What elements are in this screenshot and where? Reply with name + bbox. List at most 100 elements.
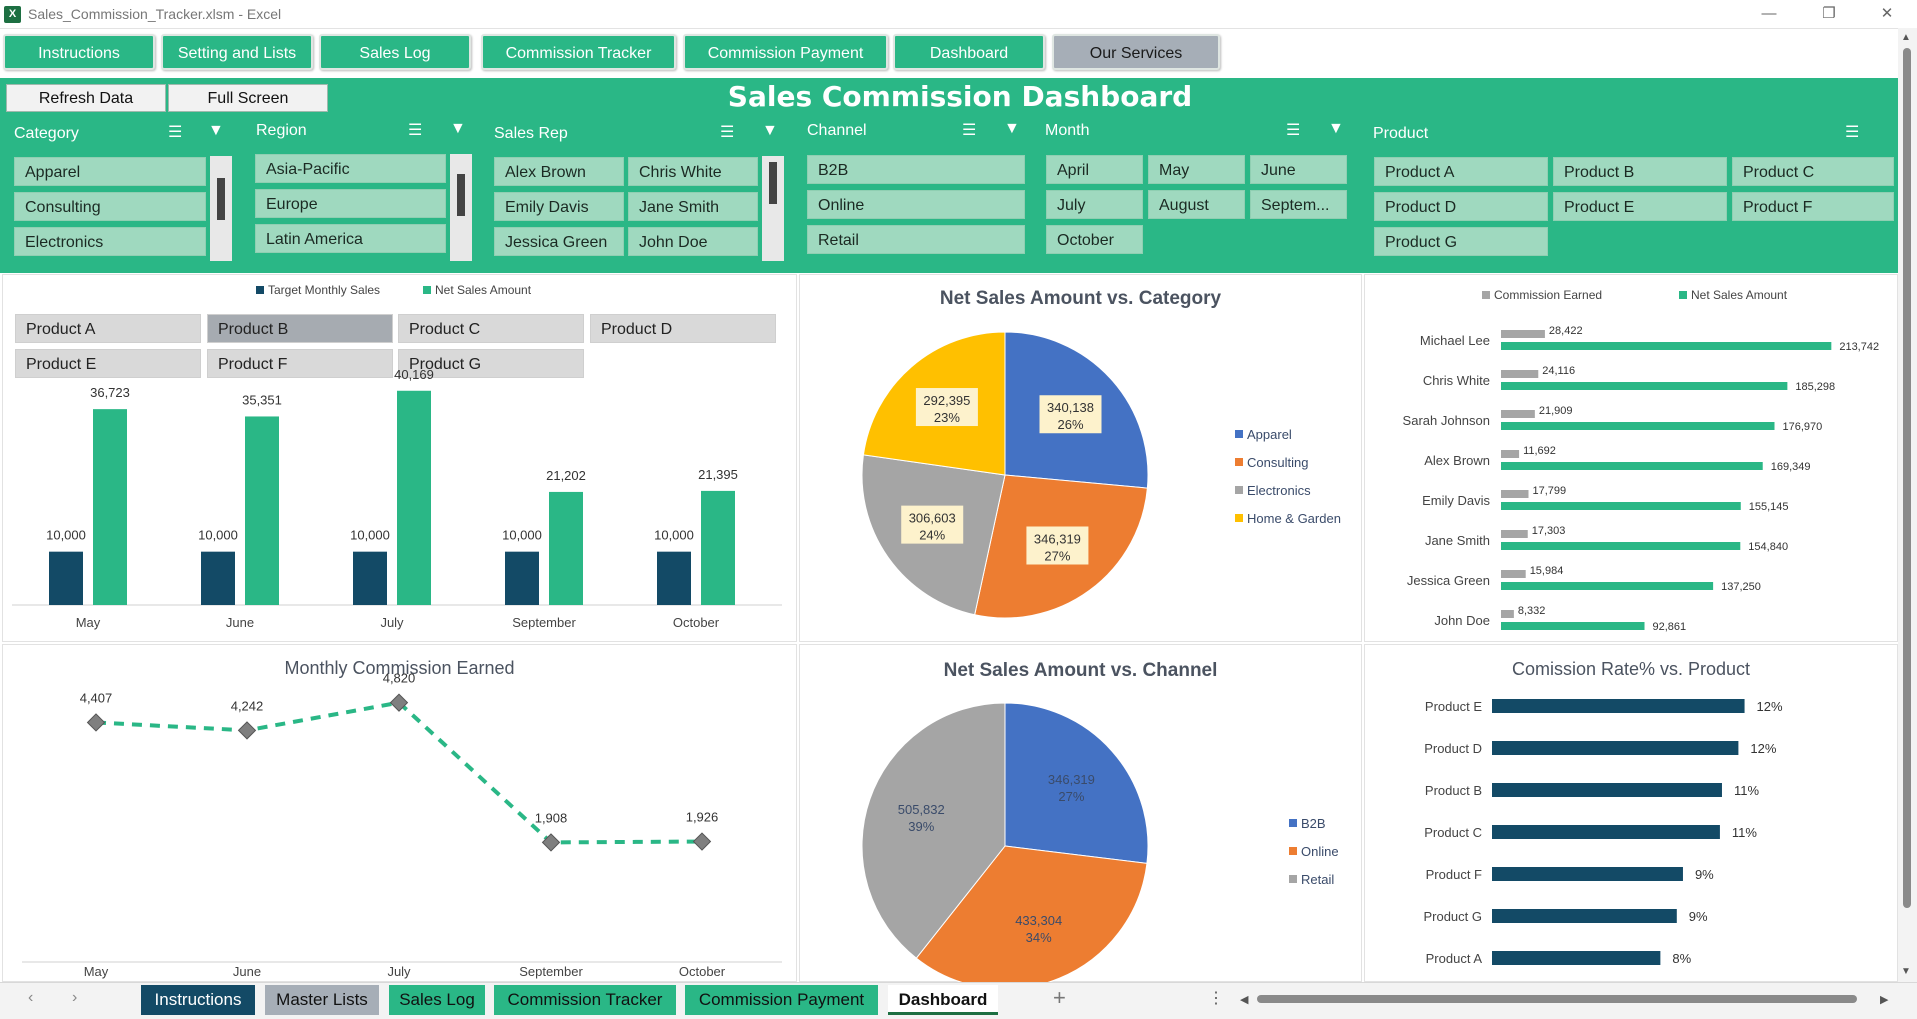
scroll-left-icon[interactable]: ◀: [1240, 994, 1249, 1006]
channel-slicer-item[interactable]: Online: [807, 190, 1025, 219]
product-slicer-item[interactable]: Product F: [1732, 192, 1894, 221]
sales-rep-slicer-item[interactable]: Jessica Green: [494, 227, 624, 256]
category-slicer-scrollbar[interactable]: [210, 156, 232, 261]
product-filter-button[interactable]: Product G: [398, 349, 584, 378]
more-options-icon[interactable]: ⋮: [1208, 990, 1224, 1007]
legend-label: Retail: [1301, 872, 1334, 887]
sales-rep-slicer-item[interactable]: Jane Smith: [628, 192, 758, 221]
sheet-tab-commission-tracker[interactable]: Commission Tracker: [494, 985, 676, 1015]
rate-label: 8%: [1672, 951, 1691, 966]
nav-instructions-button[interactable]: Instructions: [3, 34, 155, 70]
multi-select-icon[interactable]: ☰: [720, 124, 735, 141]
product-slicer-item[interactable]: Product B: [1553, 157, 1727, 186]
nav-dashboard-button[interactable]: Dashboard: [893, 34, 1045, 70]
target-bar: [353, 551, 387, 605]
prev-sheet-icon[interactable]: ‹: [28, 989, 34, 1006]
multi-select-icon[interactable]: ☰: [962, 122, 977, 139]
sheet-tab-instructions[interactable]: Instructions: [141, 985, 255, 1015]
vertical-scroll-thumb[interactable]: [1903, 48, 1911, 908]
nav-commission-tracker-button[interactable]: Commission Tracker: [481, 34, 676, 70]
month-slicer-item[interactable]: August: [1148, 190, 1245, 219]
sales-rep-slicer-scrollbar[interactable]: [762, 156, 784, 261]
horizontal-scroll-thumb[interactable]: [1257, 995, 1857, 1003]
product-slicer-item[interactable]: Product C: [1732, 157, 1894, 186]
add-sheet-icon[interactable]: +: [1053, 985, 1066, 1010]
sales-label: 21,202: [546, 468, 586, 483]
multi-select-icon[interactable]: ☰: [408, 122, 423, 139]
refresh-data-button[interactable]: Refresh Data: [6, 84, 166, 112]
sales-rep-slicer-item[interactable]: John Doe: [628, 227, 758, 256]
full-screen-button[interactable]: Full Screen: [168, 84, 328, 112]
region-slicer-item[interactable]: Asia-Pacific: [255, 154, 446, 183]
channel-slicer-item[interactable]: B2B: [807, 155, 1025, 184]
sales-rep-slicer-item[interactable]: Emily Davis: [494, 192, 624, 221]
scroll-right-icon[interactable]: ▶: [1880, 994, 1889, 1006]
product-filter-button[interactable]: Product E: [15, 349, 201, 378]
clear-filter-icon[interactable]: ▼: [1004, 120, 1020, 137]
month-slicer-item[interactable]: Septem...: [1250, 190, 1347, 219]
sheet-tab-dashboard[interactable]: Dashboard: [888, 985, 998, 1015]
x-tick-label: September: [519, 964, 583, 979]
clear-filter-icon[interactable]: ▼: [762, 122, 778, 139]
channel-slicer-item[interactable]: Retail: [807, 225, 1025, 254]
pie-label-box: [1026, 526, 1089, 565]
product-filter-button-selected[interactable]: Product B: [207, 314, 393, 343]
sales-bar: [1501, 342, 1832, 350]
month-slicer-item[interactable]: June: [1250, 155, 1347, 184]
sales-rep-slicer-item[interactable]: Chris White: [628, 157, 758, 186]
product-slicer-item[interactable]: Product A: [1374, 157, 1548, 186]
region-slicer-item[interactable]: Latin America: [255, 224, 446, 253]
region-slicer-scrollbar[interactable]: [450, 154, 472, 261]
rate-bar: [1492, 867, 1683, 881]
vertical-scrollbar[interactable]: ▲ ▼: [1898, 28, 1917, 982]
category-slicer-item[interactable]: Apparel: [14, 157, 206, 186]
legend-swatch: [256, 286, 264, 294]
legend-label: Commission Earned: [1494, 288, 1602, 302]
next-sheet-icon[interactable]: ›: [72, 989, 78, 1006]
sales-bar: [93, 409, 127, 605]
legend-swatch: [1289, 847, 1297, 855]
target-label: 10,000: [350, 528, 390, 543]
sheet-tab-master-lists[interactable]: Master Lists: [265, 985, 379, 1015]
close-icon[interactable]: ✕: [1880, 5, 1894, 22]
rate-bar: [1492, 699, 1745, 713]
clear-filter-icon[interactable]: ▼: [1328, 120, 1344, 137]
multi-select-icon[interactable]: ☰: [168, 124, 183, 141]
sheet-tab-sales-log[interactable]: Sales Log: [389, 985, 485, 1015]
product-filter-button[interactable]: Product A: [15, 314, 201, 343]
nav-commission-payment-button[interactable]: Commission Payment: [683, 34, 888, 70]
multi-select-icon[interactable]: ☰: [1845, 124, 1860, 141]
product-filter-button[interactable]: Product D: [590, 314, 776, 343]
y-tick-label: Product D: [1424, 741, 1482, 756]
y-tick-label: Sarah Johnson: [1403, 413, 1490, 428]
clear-filter-icon[interactable]: ▼: [450, 120, 466, 137]
sheet-tab-commission-payment[interactable]: Commission Payment: [685, 985, 878, 1015]
scroll-down-icon[interactable]: ▼: [1901, 966, 1911, 977]
clear-filter-icon[interactable]: ▼: [208, 122, 224, 139]
category-slicer-item[interactable]: Consulting: [14, 192, 206, 221]
y-tick-label: Product G: [1423, 909, 1482, 924]
rate-bar: [1492, 909, 1677, 923]
product-slicer-item[interactable]: Product G: [1374, 227, 1548, 256]
month-slicer-item[interactable]: April: [1046, 155, 1143, 184]
product-filter-button[interactable]: Product C: [398, 314, 584, 343]
sales-rep-slicer-item[interactable]: Alex Brown: [494, 157, 624, 186]
product-slicer-item[interactable]: Product E: [1553, 192, 1727, 221]
scroll-up-icon[interactable]: ▲: [1901, 32, 1911, 43]
product-filter-button[interactable]: Product F: [207, 349, 393, 378]
commission-bar: [1501, 370, 1539, 378]
month-slicer-item[interactable]: July: [1046, 190, 1143, 219]
category-chart-title: Net Sales Amount vs. Category: [939, 288, 1222, 309]
nav-our-services-button[interactable]: Our Services: [1052, 34, 1220, 70]
x-tick-label: July: [387, 964, 411, 979]
minimize-icon[interactable]: —: [1761, 5, 1777, 22]
product-slicer-item[interactable]: Product D: [1374, 192, 1548, 221]
multi-select-icon[interactable]: ☰: [1286, 122, 1301, 139]
month-slicer-item[interactable]: May: [1148, 155, 1245, 184]
category-slicer-item[interactable]: Electronics: [14, 227, 206, 256]
nav-sales-log-button[interactable]: Sales Log: [319, 34, 471, 70]
region-slicer-item[interactable]: Europe: [255, 189, 446, 218]
nav-setting-lists-button[interactable]: Setting and Lists: [161, 34, 313, 70]
restore-icon[interactable]: ❐: [1822, 5, 1836, 22]
month-slicer-item[interactable]: October: [1046, 225, 1143, 254]
